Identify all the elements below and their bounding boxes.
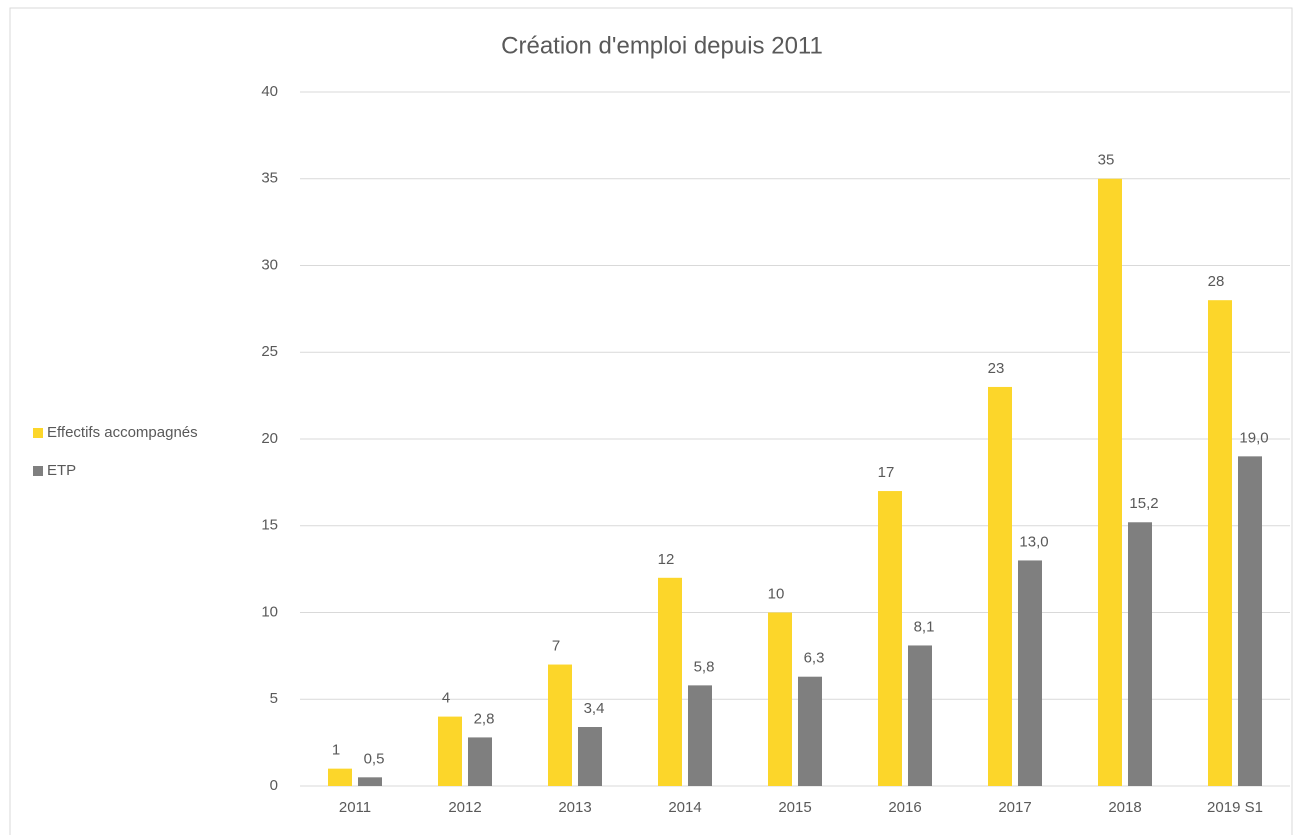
bar (1018, 560, 1042, 786)
y-tick-label: 5 (270, 690, 278, 707)
y-tick-label: 10 (261, 603, 278, 620)
data-label: 35 (1098, 152, 1115, 169)
bar (988, 386, 1012, 786)
data-label: 4 (442, 690, 450, 707)
data-label: 12 (658, 551, 675, 568)
bar (468, 737, 492, 786)
bar (878, 491, 902, 786)
bar (1128, 522, 1152, 786)
y-tick-label: 20 (261, 430, 278, 447)
y-tick-label: 15 (261, 517, 278, 534)
data-label: 17 (878, 464, 895, 481)
data-label: 3,4 (584, 700, 605, 717)
bar (1208, 300, 1232, 786)
data-label: 1 (332, 742, 340, 759)
bar (358, 777, 382, 786)
x-tick-label: 2019 S1 (1207, 799, 1263, 816)
data-label: 23 (988, 360, 1005, 377)
bar (438, 716, 462, 786)
x-tick-label: 2014 (668, 799, 701, 816)
data-label: 19,0 (1239, 429, 1268, 446)
legend-swatch (33, 428, 43, 438)
legend-label: Effectifs accompagnés (47, 424, 198, 441)
x-tick-label: 2012 (448, 799, 481, 816)
y-tick-label: 25 (261, 343, 278, 360)
y-tick-label: 0 (270, 777, 278, 794)
legend-label: ETP (47, 462, 76, 479)
data-label: 13,0 (1019, 533, 1048, 550)
data-label: 8,1 (914, 618, 935, 635)
chart-border (9, 7, 1293, 835)
x-tick-label: 2013 (558, 799, 591, 816)
bar (768, 612, 792, 786)
bar (908, 645, 932, 786)
y-tick-label: 40 (261, 83, 278, 100)
x-tick-label: 2016 (888, 799, 921, 816)
chart-title: Création d'emploi depuis 2011 (501, 32, 823, 59)
y-tick-label: 35 (261, 170, 278, 187)
data-label: 10 (768, 585, 785, 602)
bar (658, 577, 682, 786)
y-tick-label: 30 (261, 256, 278, 273)
bar (328, 768, 352, 786)
data-label: 2,8 (474, 710, 495, 727)
x-tick-label: 2018 (1108, 799, 1141, 816)
bar (1238, 456, 1262, 786)
data-label: 6,3 (804, 650, 825, 667)
bar (548, 664, 572, 786)
bar (578, 727, 602, 786)
data-label: 28 (1208, 273, 1225, 290)
data-label: 5,8 (694, 658, 715, 675)
x-tick-label: 2017 (998, 799, 1031, 816)
bar (1098, 178, 1122, 786)
data-label: 0,5 (364, 750, 385, 767)
bar (688, 685, 712, 786)
legend-swatch (33, 466, 43, 476)
x-tick-label: 2011 (339, 799, 371, 816)
bar (798, 676, 822, 786)
data-label: 15,2 (1129, 495, 1158, 512)
x-tick-label: 2015 (778, 799, 811, 816)
data-label: 7 (552, 638, 560, 655)
